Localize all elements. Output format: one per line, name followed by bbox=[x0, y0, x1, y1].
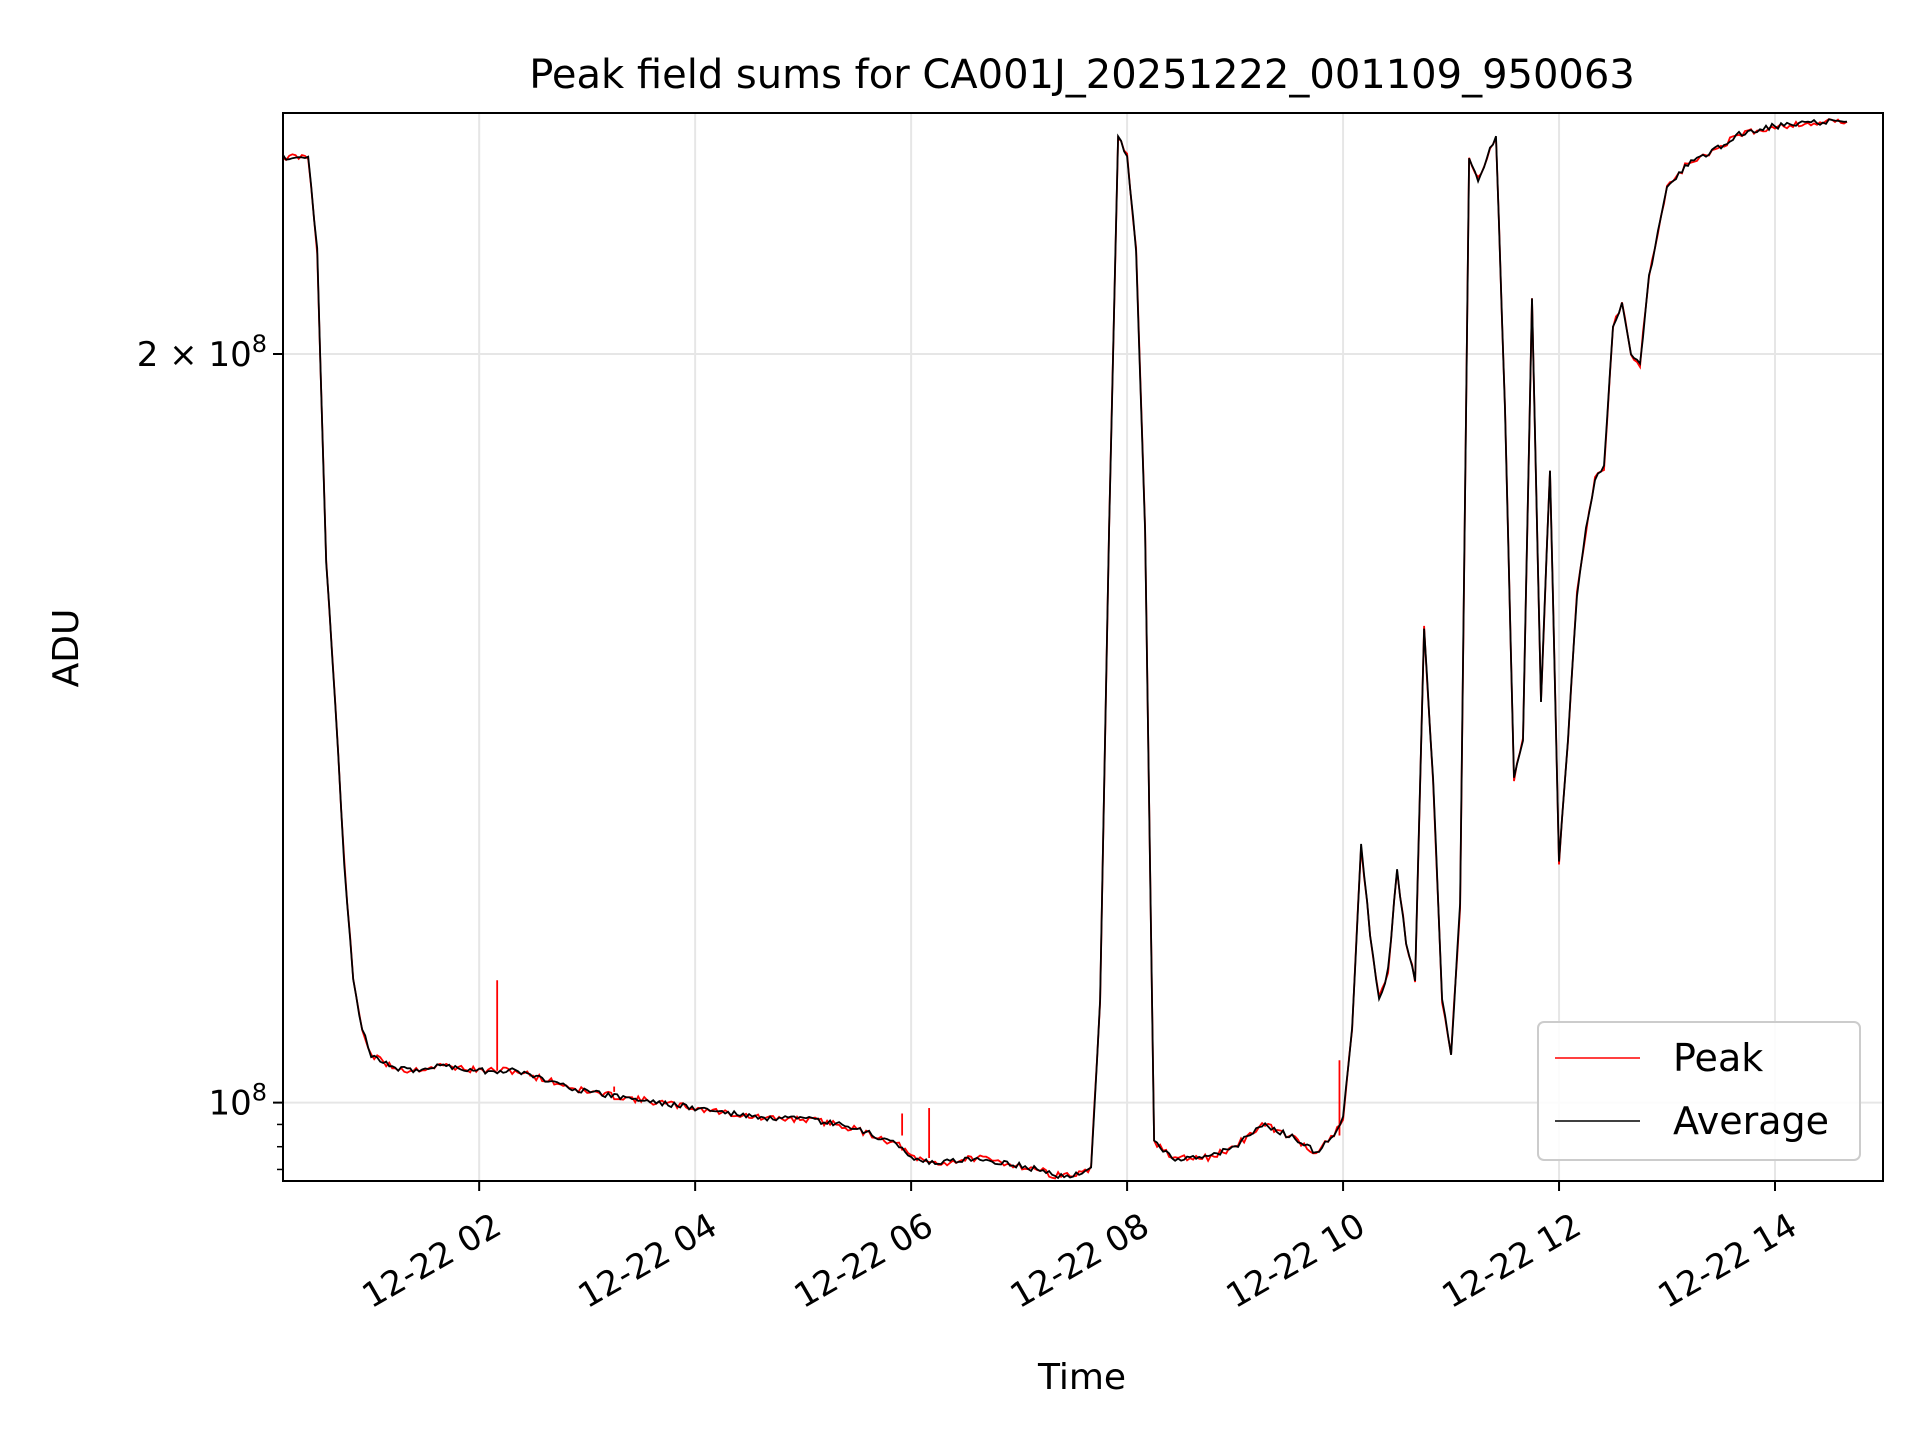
x-tick-label: 12-22 02 bbox=[356, 1206, 508, 1317]
x-tick-label: 12-22 12 bbox=[1436, 1206, 1588, 1317]
x-tick-label: 12-22 14 bbox=[1652, 1206, 1804, 1317]
legend-label-peak: Peak bbox=[1673, 1036, 1763, 1080]
legend: Peak Average bbox=[1537, 1021, 1861, 1161]
x-tick-label: 12-22 04 bbox=[572, 1206, 724, 1317]
x-axis-label: Time bbox=[1037, 1357, 1126, 1398]
y-tick-label: 2 × 108 bbox=[137, 330, 267, 375]
legend-box bbox=[1537, 1021, 1861, 1161]
y-tick-label: 108 bbox=[208, 1079, 267, 1124]
plot-area bbox=[282, 118, 1848, 1180]
plot-frame bbox=[282, 112, 1884, 1182]
chart-title: Peak field sums for CA001J_20251222_0011… bbox=[529, 52, 1635, 98]
x-tick-label: 12-22 06 bbox=[788, 1206, 940, 1317]
x-tick-label: 12-22 10 bbox=[1220, 1206, 1372, 1317]
grid-lines bbox=[283, 113, 1883, 1181]
series-peak-line bbox=[282, 118, 1848, 1180]
x-axis: 12-22 02 12-22 04 12-22 06 12-22 08 12-22 10… bbox=[356, 1181, 1804, 1317]
y-axis-label: ADU bbox=[46, 609, 87, 688]
x-tick-label: 12-22 08 bbox=[1004, 1206, 1156, 1317]
y-axis: 108 2 × 108 bbox=[137, 330, 283, 1171]
legend-label-average: Average bbox=[1673, 1099, 1829, 1143]
series-average-line bbox=[282, 118, 1848, 1180]
